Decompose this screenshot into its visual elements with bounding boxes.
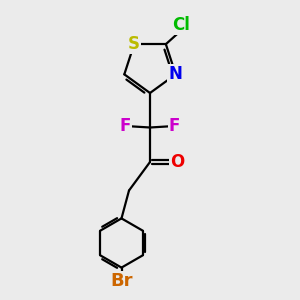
Text: Br: Br bbox=[110, 272, 133, 290]
Text: Cl: Cl bbox=[172, 16, 190, 34]
Text: F: F bbox=[120, 117, 131, 135]
Text: F: F bbox=[169, 117, 180, 135]
Text: O: O bbox=[170, 153, 184, 171]
Text: S: S bbox=[128, 35, 140, 53]
Text: N: N bbox=[169, 65, 183, 83]
